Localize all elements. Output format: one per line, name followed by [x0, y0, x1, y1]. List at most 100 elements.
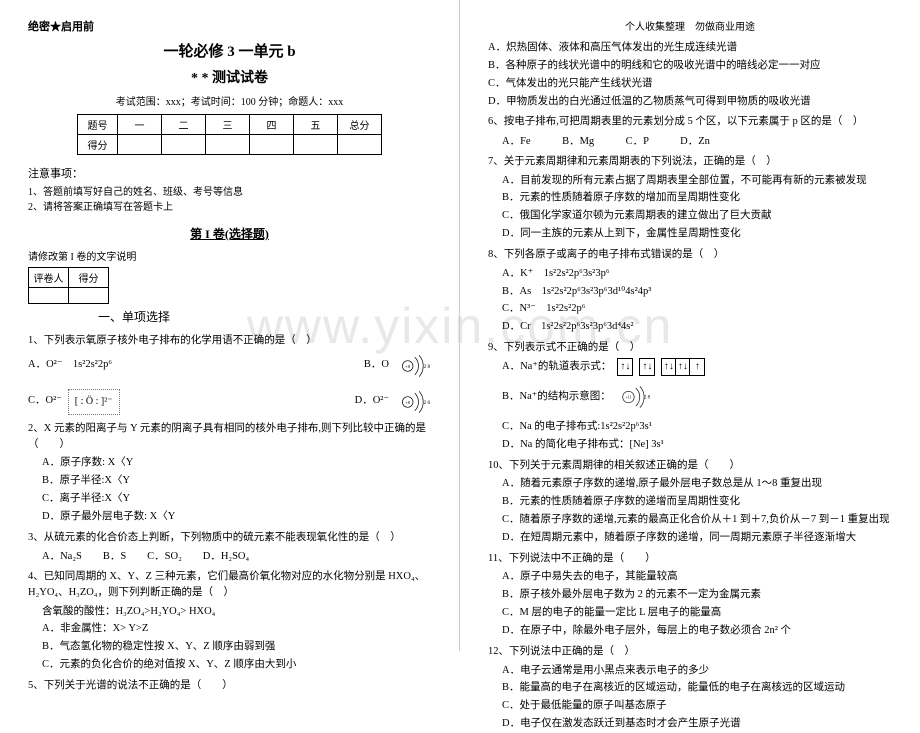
q10-stem: 10、下列关于元素周期律的相关叙述正确的是（ ）: [488, 458, 892, 474]
score-h-1: 一: [118, 115, 162, 135]
q1-opts: A．O²⁻ 1s²2s²2p⁶ B．O +8 2 8: [28, 351, 431, 381]
title-sub: * * 测试试卷: [28, 67, 431, 87]
score-h-5: 五: [294, 115, 338, 135]
score-blank: [250, 135, 294, 155]
q9-stem: 9、下列表示式不正确的是（ ）: [488, 340, 892, 356]
q12-c: C．处于最低能量的原子叫基态原子: [502, 697, 892, 715]
q3-opts: A．Na₂S B．S C．SO₂ D．H₂SO₄: [42, 549, 431, 565]
svg-text:2 6: 2 6: [424, 400, 431, 406]
q7-d: D．同一主族的元素从上到下，金属性呈周期性变化: [502, 225, 892, 243]
q9-b-pre: B．Na⁺的结构示意图：: [502, 388, 611, 406]
svg-text:2 8: 2 8: [424, 364, 431, 370]
q1-stem: 1、下列表示氧原子核外电子排布的化学用语不正确的是（ ）: [28, 333, 431, 349]
header-note: 个人收集整理 勿做商业用途: [488, 18, 892, 33]
scorer-h1: 评卷人: [29, 268, 69, 288]
q8-stem: 8、下列各原子或离子的电子排布式错误的是（ ）: [488, 247, 892, 263]
score-table: 题号 一 二 三 四 五 总分 得分: [77, 114, 382, 155]
score-h-0: 题号: [78, 115, 118, 135]
q1-opts-2: C．O²⁻ [ : Ö : ]²⁻ D．O²⁻ +8 2 6: [28, 387, 431, 417]
q9-d: D．Na 的简化电子排布式：[Ne] 3s¹: [502, 436, 892, 454]
confidential-mark: 绝密★启用前: [28, 18, 431, 34]
q2-b: B．原子半径:X〈Y: [42, 472, 431, 490]
q7-a: A．目前发现的所有元素占据了周期表里全部位置，不可能再有新的元素被发现: [502, 172, 892, 190]
q11-a: A．原子中易失去的电子，其能量较高: [502, 568, 892, 586]
q2-opts: A．原子序数: X〈Y B．原子半径:X〈Y C．离子半径:X〈Y D．原子最外…: [42, 454, 431, 525]
q5-d: D．甲物质发出的白光通过低温的乙物质蒸气可得到甲物质的吸收光谱: [488, 93, 892, 111]
q1-d-label: D．O²⁻: [355, 392, 389, 411]
q10-c: C．随着原子序数的递增,元素的最高正化合价从＋1 到＋7,负价从－7 到－1 重…: [502, 511, 892, 529]
orbital-icon: ↑↓↑↓↑: [661, 358, 705, 376]
q4-opts: 含氧酸的酸性：H₃ZO₄>H₂YO₄> HXO₄ A．非金属性：X> Y>Z B…: [42, 603, 431, 674]
category-1: 一、单项选择: [98, 308, 431, 325]
q11-opts: A．原子中易失去的电子，其能量较高 B．原子核外最外层电子数为 2 的元素不一定…: [502, 568, 892, 639]
q6-stem: 6、按电子排布,可把周期表里的元素划分成 5 个区，以下元素属于 p 区的是（ …: [488, 114, 892, 130]
section-1-title: 第 I 卷(选择题): [28, 225, 431, 242]
q2-c: C．离子半径:X〈Y: [42, 490, 431, 508]
score-h-2: 二: [162, 115, 206, 135]
q9-a: A．Na⁺的轨道表示式： ↑↓ ↑↓ ↑↓↑↓↑: [502, 358, 892, 376]
q1-opt-b: B．O +8 2 8: [364, 351, 431, 381]
score-r2-label: 得分: [78, 135, 118, 155]
left-column: 绝密★启用前 一轮必修 3 一单元 b * * 测试试卷 考试范围：xxx；考试…: [0, 0, 460, 651]
q5-stem: 5、下列关于光谱的说法不正确的是（ ）: [28, 678, 431, 694]
svg-text:2 8: 2 8: [644, 396, 651, 401]
q4-c: C．元素的负化合价的绝对值按 X、Y、Z 顺序由大到小: [42, 656, 431, 674]
q4-a: A．非金属性：X> Y>Z: [42, 620, 431, 638]
q4-stem: 4、已知同周期的 X、Y、Z 三种元素，它们最高价氧化物对应的水化物分别是 HX…: [28, 569, 431, 601]
q1-b-label: B．O: [364, 356, 389, 375]
q9-opts: A．Na⁺的轨道表示式： ↑↓ ↑↓ ↑↓↑↓↑ B．Na⁺的结构示意图： +1…: [502, 358, 892, 454]
q11-stem: 11、下列说法中不正确的是（ ）: [488, 551, 892, 567]
q10-b: B．元素的性质随着原子序数的递增而呈周期性变化: [502, 493, 892, 511]
score-h-3: 三: [206, 115, 250, 135]
q6-opts: A．Fe B．Mg C．P D．Zn: [502, 134, 892, 150]
q8-opts: A．K⁺ 1s²2s²2p⁶3s²3p⁶ B．As 1s²2s²2p⁶3s²3p…: [502, 265, 892, 336]
q11-d: D．在原子中，除最外电子层外，每层上的电子数必须合 2n² 个: [502, 622, 892, 640]
score-blank: [206, 135, 250, 155]
q12-a: A．电子云通常是用小黑点来表示电子的多少: [502, 662, 892, 680]
q5-c: C．气体发出的光只能产生线状光谱: [488, 75, 892, 93]
q8-c: C．N³⁻ 1s²2s²2p⁶: [502, 300, 892, 318]
q5-a: A．炽热固体、液体和高压气体发出的光生成连续光谱: [488, 39, 892, 57]
atom-icon: +8 2 8: [395, 351, 431, 381]
q5-b: B．各种原子的线状光谱中的明线和它的吸收光谱中的暗线必定一一对应: [488, 57, 892, 75]
q7-b: B．元素的性质随着原子序数的增加而呈周期性变化: [502, 189, 892, 207]
q12-opts: A．电子云通常是用小黑点来表示电子的多少 B．能量高的电子在离核近的区域运动，能…: [502, 662, 892, 733]
q7-opts: A．目前发现的所有元素占据了周期表里全部位置，不可能再有新的元素被发现 B．元素…: [502, 172, 892, 243]
svg-text:+8: +8: [405, 364, 410, 369]
q2-d: D．原子最外层电子数: X〈Y: [42, 508, 431, 526]
q1-opt-d: D．O²⁻ +8 2 6: [355, 387, 431, 417]
note-2: 2、请将答案正确填写在答题卡上: [28, 198, 431, 213]
score-blank: [294, 135, 338, 155]
q12-d: D．电子仅在激发态跃迁到基态时才会产生原子光谱: [502, 715, 892, 733]
title-main: 一轮必修 3 一单元 b: [28, 40, 431, 61]
svg-text:+11: +11: [625, 395, 631, 400]
q9-c: C．Na 的电子排布式:1s²2s²2p⁶3s¹: [502, 418, 892, 436]
q10-a: A．随着元素原子序数的递增,原子最外层电子数总是从 1～8 重复出现: [502, 475, 892, 493]
section-1-hint: 请修改第 I 卷的文字说明: [28, 248, 431, 263]
q8-d: D．Cr 1s²2s²2p⁶3s²3p⁶3d⁴4s²: [502, 318, 892, 336]
q11-b: B．原子核外最外层电子数为 2 的元素不一定为金属元素: [502, 586, 892, 604]
q2-stem: 2、X 元素的阳离子与 Y 元素的阴离子具有相同的核外电子排布,则下列比较中正确…: [28, 421, 431, 453]
score-blank: [338, 135, 382, 155]
orbital-icon: ↑↓: [617, 358, 633, 376]
q12-b: B．能量高的电子在离核近的区域运动，能量低的电子在离核远的区域运动: [502, 679, 892, 697]
exam-meta: 考试范围：xxx；考试时间：100 分钟；命题人：xxx: [28, 93, 431, 108]
note-1: 1、答题前填写好自己的姓名、班级、考号等信息: [28, 183, 431, 198]
q9-a-pre: A．Na⁺的轨道表示式：: [502, 358, 611, 376]
lewis-icon: [ : Ö : ]²⁻: [68, 389, 120, 415]
score-h-4: 四: [250, 115, 294, 135]
orbital-icon: ↑↓: [639, 358, 655, 376]
notes-list: 1、答题前填写好自己的姓名、班级、考号等信息 2、请将答案正确填写在答题卡上: [28, 183, 431, 213]
q10-d: D．在短周期元素中，随着原子序数的递增，同一周期元素原子半径逐渐增大: [502, 529, 892, 547]
notes-title: 注意事项：: [28, 165, 431, 181]
q12-stem: 12、下列说法中正确的是（ ）: [488, 644, 892, 660]
q7-c: C．俄国化学家道尔顿为元素周期表的建立做出了巨大贡献: [502, 207, 892, 225]
q1-opt-c: C．O²⁻ [ : Ö : ]²⁻: [28, 389, 120, 415]
scorer-h2: 得分: [69, 268, 109, 288]
atom-icon: +11 2 8: [617, 382, 653, 412]
atom-icon: +8 2 6: [395, 387, 431, 417]
scorer-table: 评卷人 得分: [28, 267, 109, 304]
q3-stem: 3、从硫元素的化合价态上判断，下列物质中的硫元素不能表现氧化性的是（ ）: [28, 530, 431, 546]
q8-a: A．K⁺ 1s²2s²2p⁶3s²3p⁶: [502, 265, 892, 283]
scorer-blank: [69, 288, 109, 304]
